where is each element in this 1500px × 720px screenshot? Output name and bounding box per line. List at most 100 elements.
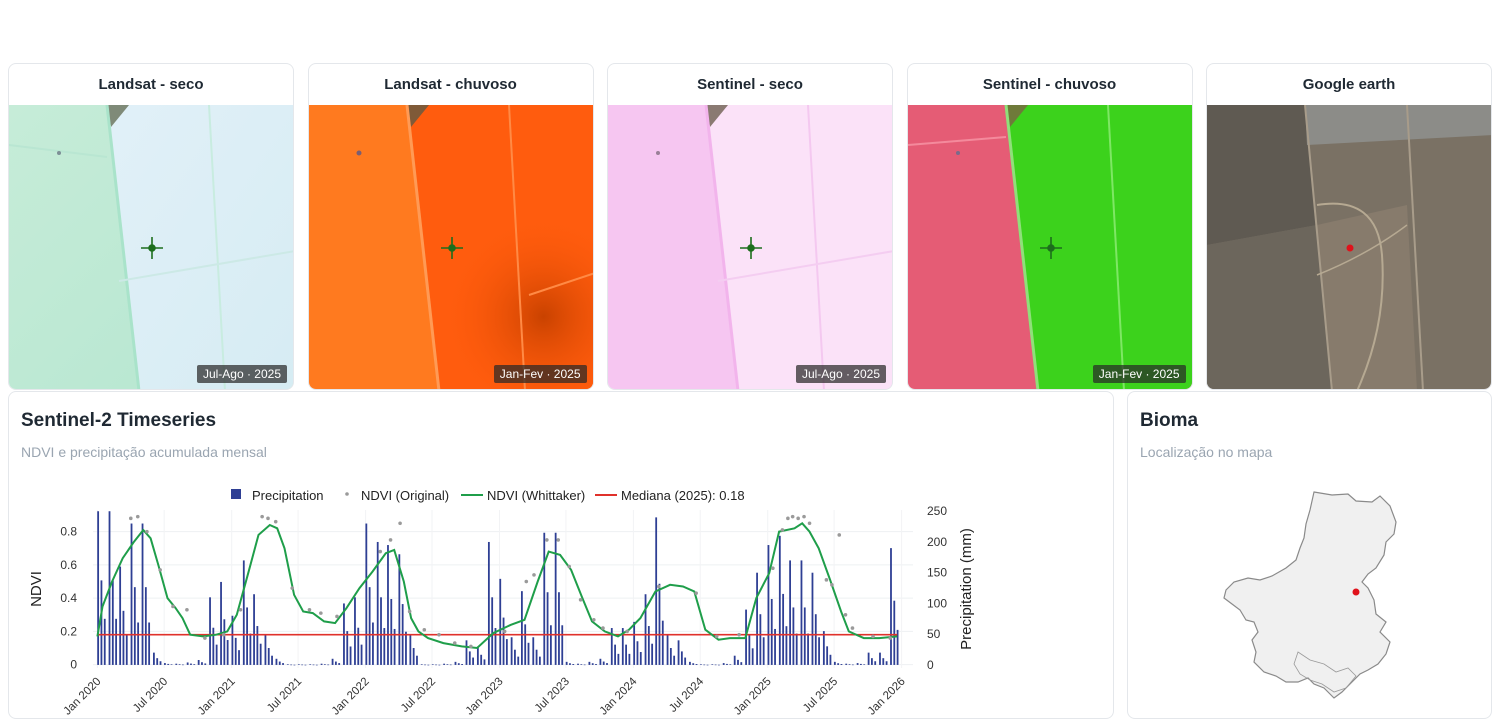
precip-bar (100, 580, 103, 665)
precip-bar (170, 664, 173, 665)
precip-bar (524, 624, 527, 665)
precip-bar (851, 664, 854, 666)
precip-bar (220, 581, 222, 665)
precip-bar (223, 619, 226, 665)
precip-bar (483, 659, 486, 665)
x-tick-label: Jan 2026 (866, 676, 908, 718)
precip-bar (673, 655, 676, 665)
precip-bar (606, 663, 608, 665)
precip-bar (561, 625, 564, 665)
ndvi-original-point (437, 632, 441, 637)
x-tick-label: Jul 2025 (801, 676, 840, 715)
precip-bar (689, 661, 691, 665)
precip-bar (115, 618, 118, 665)
precip-bar (677, 640, 680, 665)
precip-bar (636, 641, 639, 665)
image-card-google-earth[interactable]: Google earth (1206, 63, 1492, 390)
precip-bar (811, 572, 814, 665)
biome-map[interactable] (1128, 392, 1491, 718)
precip-bar (517, 656, 520, 665)
precip-bar (625, 644, 627, 665)
precip-bar (190, 663, 192, 665)
precip-bar (175, 663, 178, 665)
ndvi-original-point (398, 521, 402, 526)
precip-bar (874, 661, 877, 665)
legend-label: NDVI (Original) (361, 488, 449, 503)
precip-bar (164, 663, 166, 665)
ndvi-original-point (469, 644, 473, 649)
precip-bar (480, 654, 483, 665)
precip-bar (267, 648, 270, 665)
legend-swatch-ndvi-original (345, 492, 349, 496)
ndvi-original-point (135, 514, 140, 519)
precip-bar (491, 597, 494, 665)
precip-bar (621, 628, 624, 665)
precip-bar (457, 663, 460, 665)
satellite-image-landsat-wet[interactable] (308, 105, 594, 390)
location-dot-icon (1346, 244, 1354, 252)
precip-bar (338, 663, 341, 665)
x-tick-label: Jan 2025 (732, 676, 774, 718)
satellite-image-sentinel-dry[interactable] (608, 105, 893, 390)
precip-bar (535, 649, 538, 665)
precip-bar (315, 664, 318, 666)
x-tick-label: Jul 2021 (265, 676, 304, 715)
precip-bar (882, 658, 885, 665)
legend-swatch-precipitation (231, 489, 241, 499)
precip-bar (700, 664, 702, 665)
precip-bar (505, 639, 508, 665)
ndvi-original-point (145, 529, 149, 534)
precip-bar (546, 592, 549, 665)
image-card-landsat-wet[interactable]: Landsat - chuvoso Jan-Fev · 2025 (307, 63, 594, 390)
image-date-badge: Jan-Fev · 2025 (493, 365, 587, 383)
precip-bar (412, 648, 415, 665)
precip-bar (722, 663, 725, 665)
precip-bar (476, 646, 479, 665)
precip-bar (729, 664, 732, 665)
timeseries-chart[interactable]: 0 0.2 0.4 0.6 0.8 NDVI 0 50 100 150 200 250 Precipit… (9, 392, 1113, 718)
precip-bar (863, 664, 866, 665)
precip-bar (639, 652, 642, 665)
precip-bar (879, 652, 881, 665)
precip-bar (514, 649, 516, 665)
precip-bar (331, 658, 334, 665)
ndvi-original-point (592, 617, 596, 622)
precip-bar (144, 587, 147, 665)
precip-bar (438, 664, 441, 666)
x-tick-label: Jan 2020 (62, 676, 104, 718)
precip-bar (695, 664, 698, 665)
ndvi-original-point (837, 533, 842, 537)
y2-tick-label: 50 (927, 627, 941, 641)
image-card-title: Landsat - chuvoso (384, 76, 517, 93)
precip-bar (181, 664, 184, 666)
precip-bar (346, 631, 349, 665)
image-card-landsat-dry[interactable]: Landsat - seco Jul-Ago · 2025 (8, 63, 294, 390)
precip-bar (789, 560, 791, 665)
satellite-image-landsat-dry[interactable] (9, 105, 294, 390)
image-card-sentinel-wet[interactable]: Sentinel - chuvoso Jan-Fev · 2025 (906, 63, 1193, 390)
precip-bar (201, 662, 203, 665)
satellite-image-google-earth[interactable] (1207, 105, 1492, 390)
precip-bar (867, 652, 870, 665)
ndvi-original-point (737, 632, 741, 637)
ndvi-original-point (422, 627, 427, 632)
precip-bar (137, 622, 140, 665)
precip-bar (368, 587, 371, 665)
panel-subtitle: NDVI e precipitação acumulada mensal (21, 444, 267, 460)
precip-bar (167, 663, 170, 665)
precip-bar (125, 635, 128, 665)
precip-bar (871, 658, 873, 665)
precip-bar (726, 663, 728, 665)
precip-bar (427, 664, 430, 666)
precip-bar (215, 644, 218, 665)
satellite-image-sentinel-wet[interactable] (907, 105, 1193, 390)
image-card-sentinel-dry[interactable]: Sentinel - seco Jul-Ago · 2025 (607, 63, 893, 390)
precip-bar (718, 664, 720, 666)
precip-bar (253, 594, 255, 665)
y2-axis-label: Precipitation (mm) (958, 528, 975, 650)
precip-bar (814, 614, 817, 665)
precip-bar (644, 594, 647, 665)
precip-bar (538, 656, 541, 665)
precip-bar (349, 646, 352, 665)
ndvi-original-point (171, 604, 175, 609)
